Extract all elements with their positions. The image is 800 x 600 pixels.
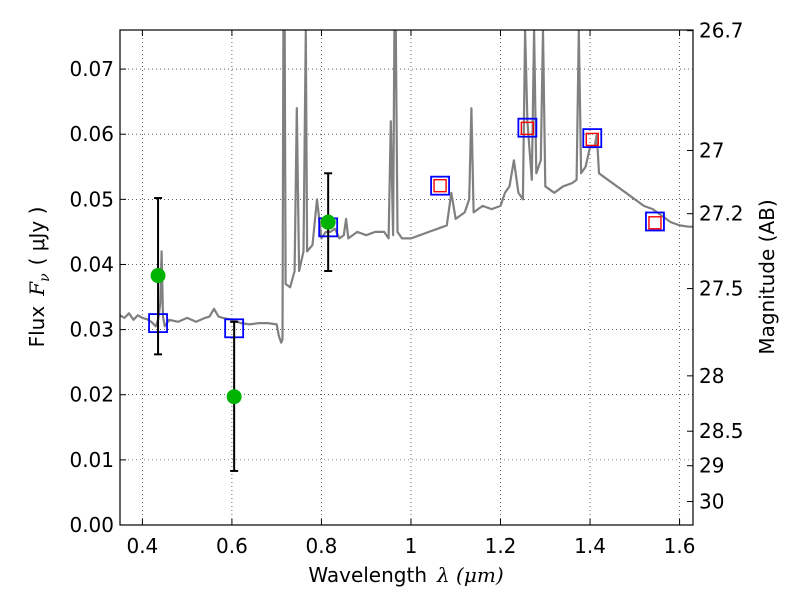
y2-tick-label: 29 — [699, 454, 724, 478]
y-tick-label: 0.03 — [69, 318, 114, 342]
grid — [120, 30, 693, 526]
y2-tick-label: 30 — [699, 490, 724, 514]
axes: 0.4 0.6 0.8 1 1.2 1.4 1.6 0.00 0.01 0.02 0.03 0.04 0… — [69, 19, 743, 558]
red-square-marker — [648, 216, 662, 230]
y-tick-label: 0.06 — [69, 122, 114, 146]
y2-tick-label: 28.5 — [699, 419, 744, 443]
y2-tick-label: 28 — [699, 364, 724, 388]
x-tick-label: 1.4 — [574, 534, 606, 558]
x-tick-label: 1.2 — [485, 534, 517, 558]
y-tick-label: 0.01 — [69, 448, 114, 472]
x-tick-label: 0.8 — [306, 534, 338, 558]
blue-square-marker — [645, 211, 665, 232]
x-tick-label: 0.6 — [216, 534, 248, 558]
plot-background — [120, 30, 693, 525]
x-tick-label: 0.4 — [126, 534, 158, 558]
x-axis-label: Wavelength — [308, 563, 427, 587]
green-data-point — [150, 268, 166, 284]
y-tick-label: 0.07 — [69, 57, 114, 81]
model-spectrum-line — [120, 30, 693, 344]
x-axis-math: λ (μm) — [436, 563, 504, 587]
red-square-marker — [585, 132, 599, 147]
y-axis-label: Flux — [25, 306, 49, 348]
y-tick-label: 0.04 — [69, 252, 114, 276]
red-square-marker — [433, 178, 447, 193]
red-square-marker — [520, 121, 535, 136]
x-axis-title: Wavelength λ (μm) — [308, 563, 503, 587]
y2-tick-label: 27.2 — [699, 202, 744, 226]
y-tick-label: 0.05 — [69, 187, 114, 211]
y2-tick-label: 27.5 — [699, 277, 744, 301]
plot-area — [120, 30, 693, 472]
blue-square-marker — [582, 128, 603, 149]
green-data-point — [320, 214, 336, 230]
x-tick-label: 1.6 — [664, 534, 696, 558]
x-tick-label: 1 — [405, 534, 418, 558]
y-tick-label: 0.02 — [69, 383, 114, 407]
y-axis-unit: ( μJy ) — [25, 207, 49, 266]
y-axis-math: F — [25, 281, 49, 297]
plot-frame — [119, 29, 694, 526]
y2-tick-label: 26.7 — [699, 19, 744, 43]
blue-square-marker — [517, 117, 538, 138]
y-axis-math-sub: ν — [37, 273, 53, 282]
y-axis-title: Flux Fν ( μJy ) — [25, 207, 53, 348]
y-tick-label: 0.00 — [69, 513, 114, 537]
blue-square-marker — [430, 175, 450, 196]
green-data-point — [226, 389, 242, 405]
y2-axis-title: Magnitude (AB) — [755, 199, 779, 354]
y2-tick-label: 27 — [699, 138, 724, 162]
